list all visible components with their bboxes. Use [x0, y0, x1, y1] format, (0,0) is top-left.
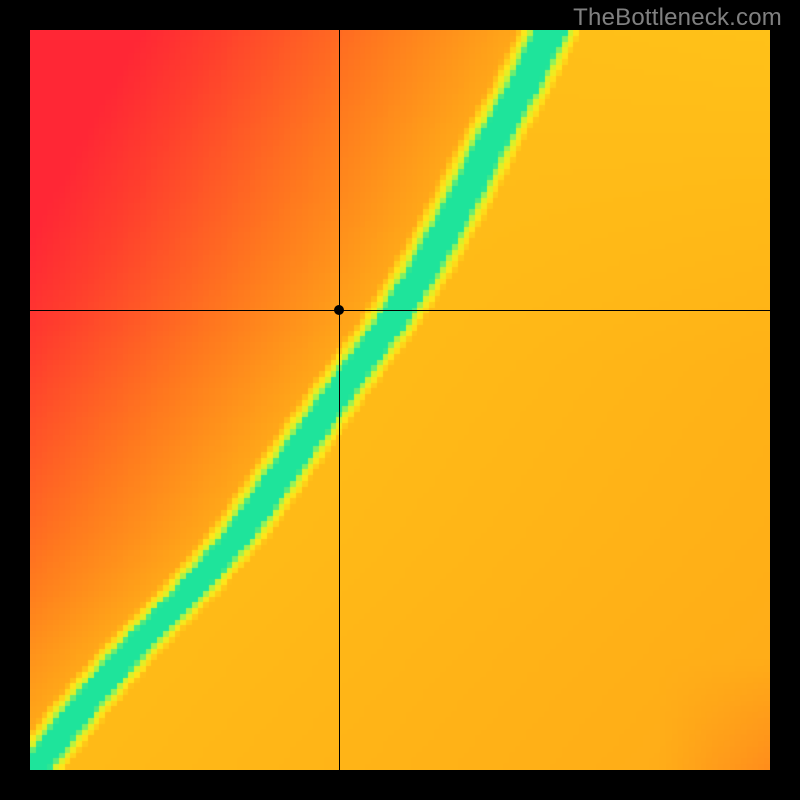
crosshair-vertical	[339, 30, 340, 770]
crosshair-horizontal	[30, 310, 770, 311]
data-point-marker	[334, 305, 344, 315]
heatmap-plot	[30, 30, 770, 770]
watermark-text: TheBottleneck.com	[573, 4, 782, 32]
chart-container: TheBottleneck.com	[0, 0, 800, 800]
